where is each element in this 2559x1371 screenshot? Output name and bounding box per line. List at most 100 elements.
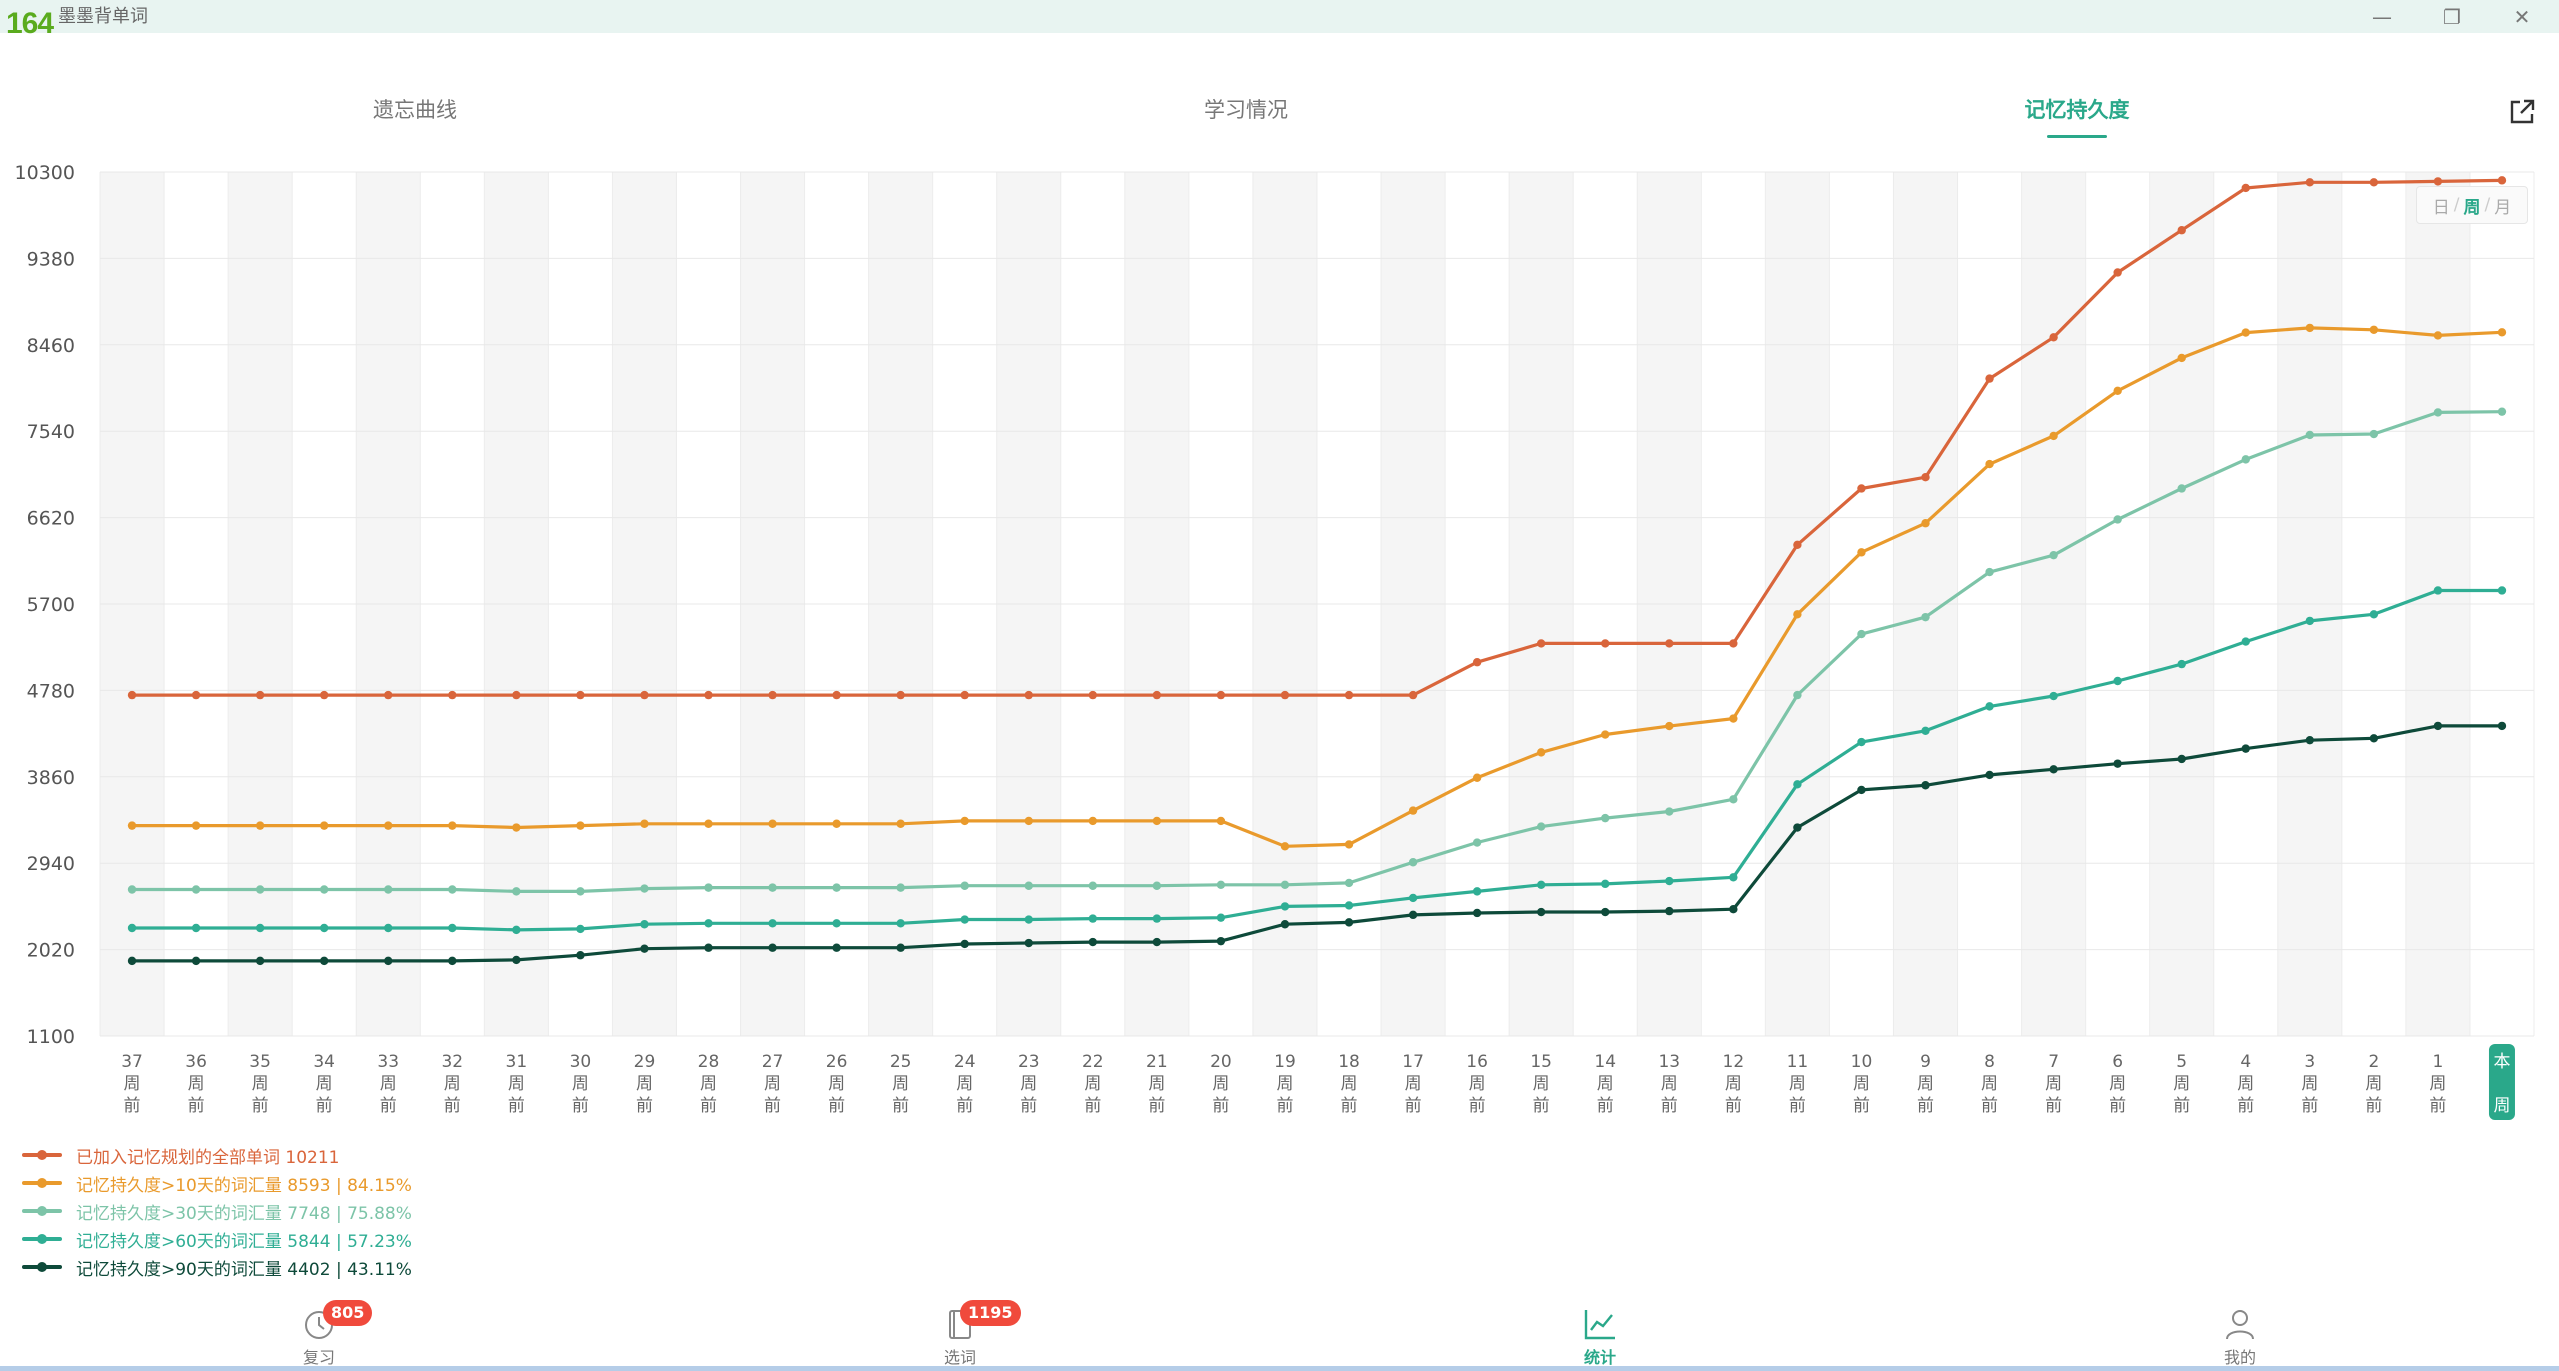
x-tick-label: 前 [764, 1096, 781, 1116]
period-week-option[interactable]: 周 [2463, 197, 2481, 218]
x-tick-label: 16 [1466, 1052, 1488, 1072]
data-point [1152, 881, 1162, 890]
data-point [1729, 873, 1738, 882]
data-point [2433, 408, 2443, 417]
person-icon [2226, 1310, 2254, 1340]
title-bar: 164 墨墨背单词 — ❐ ✕ [0, 0, 2559, 40]
data-point [1024, 690, 1033, 700]
data-point [2049, 691, 2058, 701]
x-tick-label: 23 [1018, 1052, 1040, 1072]
data-point [448, 821, 457, 830]
legend-item[interactable]: 记忆持久度>90天的词汇量 4402 | 43.11% [22, 1253, 412, 1281]
data-point [896, 819, 905, 828]
x-tick-label: 前 [444, 1096, 461, 1116]
period-separator: / [2453, 195, 2460, 215]
data-point [1408, 806, 1418, 815]
data-point [1665, 807, 1674, 816]
data-point [1921, 726, 1930, 735]
data-point [1793, 610, 1802, 619]
x-tick-label: 3 [2304, 1052, 2315, 1072]
restore-button[interactable]: ❐ [2443, 4, 2461, 29]
data-point [1280, 920, 1290, 929]
data-point [1793, 540, 1802, 550]
x-tick-label: 前 [2365, 1096, 2382, 1116]
data-point [512, 955, 521, 965]
data-point [1985, 459, 1994, 469]
x-tick-label: 前 [508, 1096, 525, 1116]
data-point [640, 884, 649, 893]
data-point [2177, 353, 2186, 363]
x-tick-label: 前 [636, 1096, 653, 1116]
x-tick-label: 周 [1084, 1074, 1101, 1094]
data-point [2241, 455, 2250, 464]
x-tick-label: 前 [1533, 1096, 1550, 1116]
legend-item[interactable]: 记忆持久度>10天的词汇量 8593 | 84.15% [22, 1169, 412, 1197]
tab-bar: 遗忘曲线 学习情况 记忆持久度 [0, 90, 2559, 150]
x-tick-label: 周 [188, 1074, 205, 1094]
x-tick-label: 前 [1212, 1096, 1229, 1116]
y-tick-label: 7540 [27, 421, 75, 443]
y-tick-label: 4780 [27, 680, 75, 702]
legend-item[interactable]: 已加入记忆规划的全部单词 10211 [22, 1141, 412, 1169]
data-point [2049, 765, 2058, 774]
data-point [2113, 515, 2122, 524]
tab-forgetting-curve[interactable]: 遗忘曲线 [373, 98, 457, 122]
nav-profile[interactable]: 我的 [2140, 1292, 2340, 1371]
data-point [448, 923, 457, 933]
data-point [1536, 880, 1546, 889]
app-badge: 164 [6, 7, 54, 40]
x-tick-label: 前 [1789, 1096, 1806, 1116]
data-point [576, 887, 585, 896]
x-tick-label: 前 [2301, 1096, 2318, 1116]
data-point [1536, 822, 1546, 831]
nav-review[interactable]: 805 复习 [219, 1292, 419, 1371]
data-point [2433, 721, 2443, 731]
x-tick-label: 1 [2433, 1052, 2444, 1072]
x-tick-label: 前 [1853, 1096, 1870, 1116]
data-point [1601, 907, 1610, 917]
data-point [576, 951, 585, 960]
x-tick-label: 9 [1920, 1052, 1931, 1072]
tab-learning-status[interactable]: 学习情况 [1204, 98, 1288, 122]
x-tick-label: 前 [1276, 1096, 1293, 1116]
data-point [1472, 908, 1482, 918]
chart-legend: 已加入记忆规划的全部单词 10211 记忆持久度>10天的词汇量 8593 | … [22, 1141, 412, 1281]
x-tick-label: 周 [1917, 1074, 1934, 1094]
data-point [1857, 484, 1866, 493]
y-tick-label: 10300 [15, 162, 75, 184]
x-tick-label: 周 [508, 1074, 525, 1094]
data-point [2305, 323, 2315, 333]
nav-statistics[interactable]: 统计 [1500, 1292, 1700, 1371]
nav-select-words[interactable]: 1195 选词 [860, 1292, 1060, 1371]
x-tick-label: 周 [316, 1074, 333, 1094]
data-point [1152, 816, 1162, 826]
x-tick-label: 15 [1530, 1052, 1552, 1072]
period-day-option[interactable]: 日 [2432, 197, 2450, 218]
x-tick-label: 前 [892, 1096, 909, 1116]
data-point [1216, 913, 1226, 922]
x-tick-label: 前 [1597, 1096, 1614, 1116]
tab-memory-durability[interactable]: 记忆持久度 [2024, 98, 2130, 122]
data-point [191, 923, 201, 933]
minimize-button[interactable]: — [2372, 4, 2392, 29]
data-point [1921, 781, 1930, 790]
data-point [960, 881, 969, 890]
external-link-icon[interactable] [2508, 98, 2536, 126]
data-point [1985, 567, 1994, 577]
data-point [319, 690, 329, 700]
data-point [1472, 658, 1482, 667]
close-button[interactable]: ✕ [2513, 4, 2531, 29]
data-point [384, 956, 393, 966]
period-month-option[interactable]: 月 [2494, 197, 2512, 218]
x-tick-label: 前 [380, 1096, 397, 1116]
select-count-badge: 1195 [960, 1300, 1021, 1326]
x-tick-label: 18 [1338, 1052, 1360, 1072]
data-point [1024, 938, 1033, 948]
x-tick-label: 前 [1917, 1096, 1934, 1116]
memory-durability-chart: 1100 2020 2940 3860 4780 5700 6620 7540 8460 9380… [15, 162, 2535, 1120]
data-point [1024, 915, 1033, 924]
legend-item[interactable]: 记忆持久度>30天的词汇量 7748 | 75.88% [22, 1197, 412, 1225]
x-tick-label: 前 [1020, 1096, 1037, 1116]
data-point [2049, 333, 2058, 342]
legend-item[interactable]: 记忆持久度>60天的词汇量 5844 | 57.23% [22, 1225, 412, 1253]
